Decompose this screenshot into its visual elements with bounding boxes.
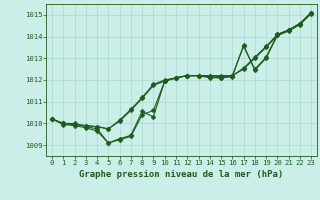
X-axis label: Graphe pression niveau de la mer (hPa): Graphe pression niveau de la mer (hPa) xyxy=(79,170,284,179)
